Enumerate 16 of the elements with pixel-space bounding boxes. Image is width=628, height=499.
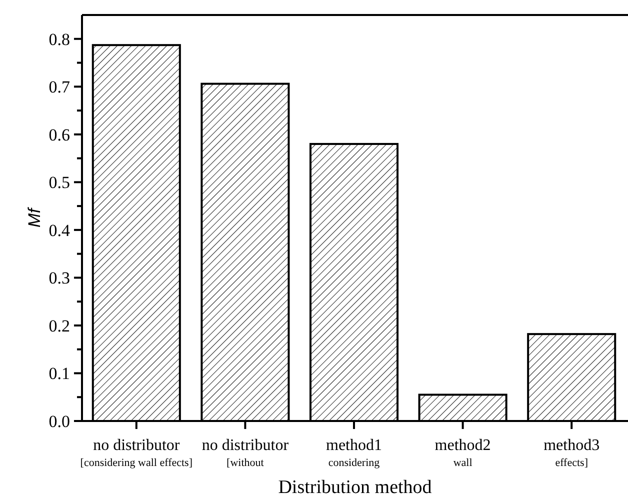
y-tick-label: 0.2 xyxy=(48,316,70,336)
x-tick-label: method1 considering xyxy=(326,437,382,469)
y-axis-title: Mf xyxy=(25,206,44,228)
y-tick-label: 0.3 xyxy=(48,268,70,288)
y-tick-label: 0.5 xyxy=(48,173,70,192)
y-tick-label: 0.6 xyxy=(48,125,70,144)
x-axis-title: Distribution method xyxy=(278,477,432,498)
x-tick-label: no distributor [considering wall effects] xyxy=(80,437,192,469)
y-tick-label: 0.7 xyxy=(48,78,70,97)
y-tick-label: 0.4 xyxy=(48,220,70,240)
y-tick-label: 0.1 xyxy=(48,364,70,384)
x-tick-label: method2 wall xyxy=(434,437,491,469)
x-tick-label: method3 effects] xyxy=(544,437,600,469)
x-tick-label: no distributor [without xyxy=(202,437,290,469)
y-tick-label: 0.0 xyxy=(48,412,70,431)
y-tick-label: 0.8 xyxy=(48,30,70,49)
